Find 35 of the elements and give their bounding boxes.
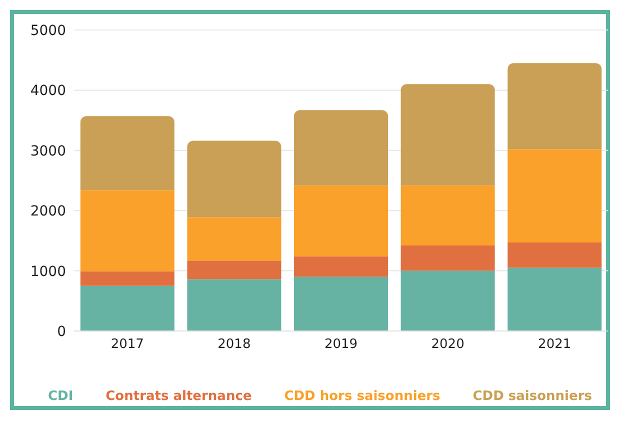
y-tick-label: 4000: [30, 83, 66, 100]
bar: [508, 268, 602, 331]
bar: [400, 185, 495, 246]
bar: [187, 217, 282, 261]
y-tick-label: 3000: [30, 143, 66, 160]
bar: [294, 185, 388, 256]
bar: [400, 84, 495, 186]
bar: [187, 279, 282, 331]
text: CDI: [48, 389, 74, 404]
bar: [508, 149, 602, 243]
bar: [187, 260, 282, 280]
x-tick-label: 2020: [431, 337, 464, 352]
y-tick-label: 2000: [30, 204, 66, 220]
bar: [80, 190, 174, 272]
bar: [400, 270, 495, 331]
y-tick-label: 0: [57, 324, 66, 340]
x-tick-label: 2017: [110, 337, 144, 352]
text: Contrats alternance: [106, 389, 252, 404]
y-tick-label: 1000: [30, 264, 66, 280]
bar: [80, 271, 174, 286]
bar: [80, 286, 174, 331]
bar: [508, 63, 602, 150]
x-tick-label: 2021: [538, 337, 572, 352]
bar: [294, 256, 388, 277]
bar: [508, 242, 602, 268]
bar: [400, 246, 495, 271]
bar: [187, 140, 282, 218]
x-tick-label: 2019: [324, 337, 358, 352]
y-tick-label: 5000: [30, 22, 66, 39]
text: CDD saisonniers: [472, 389, 592, 404]
text: CDD hors saisonniers: [284, 389, 440, 404]
bar: [80, 116, 174, 190]
bar: [294, 110, 388, 186]
bar: [294, 276, 388, 331]
x-tick-label: 2018: [218, 337, 251, 352]
